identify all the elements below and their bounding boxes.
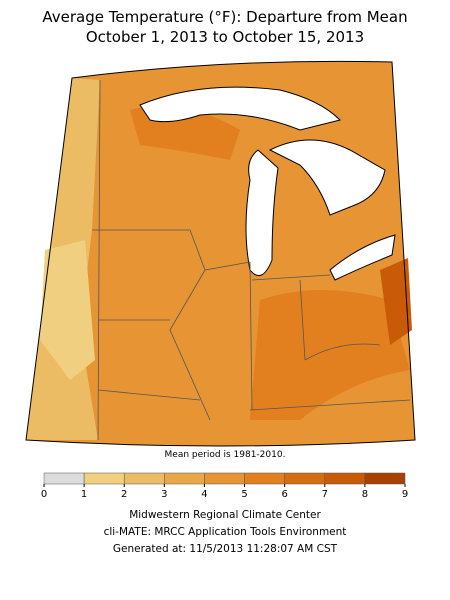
colorbar-segment xyxy=(204,472,245,485)
colorbar-tick-label: 3 xyxy=(161,489,167,500)
colorbar-segment xyxy=(244,472,285,485)
colorbar-tick-label: 0 xyxy=(41,489,47,500)
colorbar-tick-label: 9 xyxy=(402,489,408,500)
map-region xyxy=(250,290,410,420)
map xyxy=(25,60,416,447)
colorbar-tick-label: 4 xyxy=(201,489,207,500)
footer-line: Generated at: 11/5/2013 11:28:07 AM CST xyxy=(113,543,338,555)
lake xyxy=(268,139,386,216)
colorbar-tick-label: 6 xyxy=(281,489,287,500)
footer-line: Midwestern Regional Climate Center xyxy=(129,509,321,521)
lake xyxy=(245,149,279,277)
colorbar-tick-label: 1 xyxy=(81,489,87,500)
title-line: October 1, 2013 to October 15, 2013 xyxy=(86,28,364,46)
map-border xyxy=(25,60,416,447)
map-region xyxy=(380,258,412,345)
lake xyxy=(329,234,396,281)
colorbar-tick-label: 5 xyxy=(241,489,247,500)
note: Mean period is 1981-2010. xyxy=(165,450,286,460)
colorbar-tick-label: 7 xyxy=(322,489,328,500)
lake xyxy=(139,86,341,131)
colorbar-tick-label: 2 xyxy=(121,489,127,500)
colorbar-segment xyxy=(123,472,165,485)
colorbar-segment xyxy=(364,472,406,485)
colorbar: 0 1 2 3 4 5 6 7 8 9 xyxy=(41,472,408,500)
colorbar-tick-label: 8 xyxy=(362,489,368,500)
footer-line: cli-MATE: MRCC Application Tools Environ… xyxy=(104,526,347,538)
colorbar-segment xyxy=(43,472,85,485)
colorbar-segment xyxy=(83,472,125,485)
colorbar-segment xyxy=(164,472,205,485)
colorbar-segment xyxy=(324,472,366,485)
title-line: Average Temperature (°F): Departure from… xyxy=(42,8,407,26)
colorbar-segment xyxy=(284,472,326,485)
map-region xyxy=(40,240,95,380)
